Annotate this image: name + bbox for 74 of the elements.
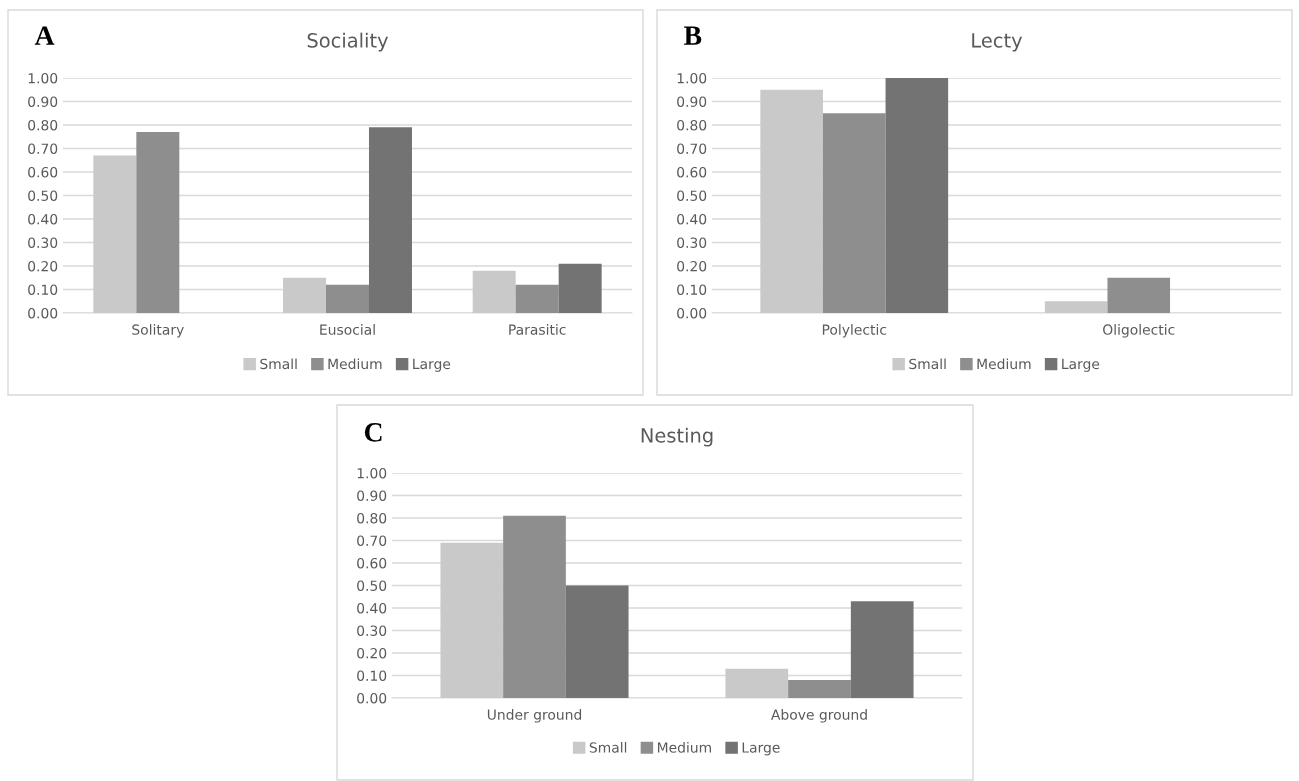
y-tick-label: 0.30 [357,625,387,636]
y-tick-label: 0.80 [357,512,387,524]
y-tick-label: 0.10 [28,284,58,295]
bar [850,601,914,698]
x-tick-label: Solitary [132,324,184,338]
bar [1044,301,1108,313]
legend-label: Medium [977,358,1031,370]
legend-label: Medium [657,742,711,753]
legend-label: Large [742,742,780,756]
x-tick-label: Parasitic [509,324,566,335]
y-tick-label: 0.20 [357,647,387,659]
x-tick-label: Oligolectic [1103,324,1175,338]
y-tick-label: 0.10 [357,670,387,681]
text: A [34,26,55,45]
y-tick-label: 0.00 [357,692,387,704]
y-tick-label: 0.50 [677,190,707,201]
text: C [364,423,382,442]
y-tick-label: 0.60 [28,166,58,178]
y-tick-label: 0.30 [28,237,58,248]
y-tick-label: 0.80 [677,119,707,131]
x-tick-label: Polylectic [822,324,887,338]
y-tick-label: 1.00 [357,467,387,479]
y-tick-label: 0.40 [357,602,387,614]
legend-label: Medium [328,358,382,370]
bar [1107,277,1171,313]
bar [440,542,504,698]
y-tick-label: 0.40 [677,213,707,225]
bar [503,515,566,698]
bar [885,78,949,313]
y-tick-label: 0.60 [677,166,707,178]
chart-title: Lecty [972,33,1023,52]
bar [283,277,326,313]
bar [136,132,180,313]
bar [369,127,412,313]
y-tick-label: 0.90 [357,490,387,501]
legend-label: Small [260,358,297,370]
y-tick-label: 0.00 [28,307,58,319]
legend-label: Small [909,358,946,370]
y-tick-label: 0.50 [357,580,387,591]
y-tick-label: 0.70 [677,143,707,154]
bar [515,284,559,313]
legend-label: Large [413,358,451,372]
chart-title: Sociality [307,32,389,52]
y-tick-label: 0.90 [28,96,58,107]
y-tick-label: 0.30 [677,237,707,248]
bar [93,155,137,313]
y-tick-label: 0.20 [677,260,707,272]
y-tick-label: 0.70 [28,143,58,154]
text: B [684,26,702,45]
bar [760,89,823,313]
bar [565,585,629,698]
bar [326,284,369,313]
y-tick-label: 0.00 [677,307,707,319]
x-tick-label: Under ground [487,709,582,723]
x-tick-label: Above ground [771,709,867,723]
y-tick-label: 0.20 [28,260,58,272]
legend-label: Small [589,742,627,753]
y-tick-label: 0.70 [357,535,387,546]
bar [788,680,851,698]
y-tick-label: 0.60 [357,557,387,569]
bar [472,270,516,313]
y-tick-label: 0.80 [28,119,58,131]
legend-label: Large [1062,358,1100,372]
chart-title: Nesting [641,427,713,447]
y-tick-label: 1.00 [28,72,58,84]
bar [822,113,886,313]
y-tick-label: 0.50 [28,190,58,201]
y-tick-label: 0.40 [28,213,58,225]
bar [725,668,789,698]
y-tick-label: 1.00 [677,72,707,84]
y-tick-label: 0.90 [677,96,707,107]
y-tick-label: 0.10 [677,284,707,295]
bar [558,263,602,313]
x-tick-label: Eusocial [320,324,375,335]
